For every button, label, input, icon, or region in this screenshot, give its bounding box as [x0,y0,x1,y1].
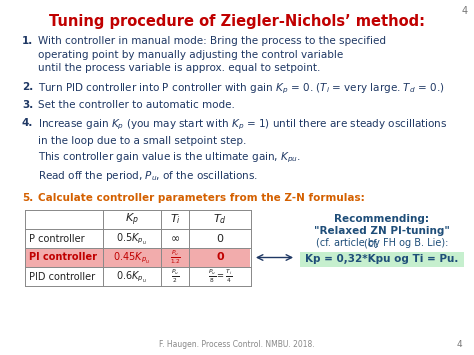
Text: PID controller: PID controller [29,272,95,282]
Text: "Relaxed ZN PI-tuning": "Relaxed ZN PI-tuning" [314,226,450,236]
Text: $K_p$: $K_p$ [125,211,139,228]
Text: (cf.: (cf. [364,238,382,248]
Text: F. Haugen. Process Control. NMBU. 2018.: F. Haugen. Process Control. NMBU. 2018. [159,340,315,349]
Text: $0.5K_{p_u}$: $0.5K_{p_u}$ [117,231,147,246]
Bar [26,248,250,267]
Text: Recommending:: Recommending: [335,214,429,224]
Text: $0.45K_{p_u}$: $0.45K_{p_u}$ [113,250,151,265]
Text: Calculate controller parameters from the Z-N formulas:: Calculate controller parameters from the… [38,193,365,203]
Text: Kp = 0,32*Kpu og Ti = Pu.: Kp = 0,32*Kpu og Ti = Pu. [305,255,459,264]
Text: Set the controller to automatic mode.: Set the controller to automatic mode. [38,100,235,110]
Text: 5.: 5. [22,193,33,203]
Text: $T_i$: $T_i$ [170,213,181,226]
Text: $T_d$: $T_d$ [213,213,227,226]
Text: Increase gain $K_p$ (you may start with $K_p$ = 1) until there are steady oscill: Increase gain $K_p$ (you may start with … [38,118,447,183]
Text: 4.: 4. [22,118,33,128]
Text: 4: 4 [456,340,462,349]
Text: (cf. article by FH og B. Lie):: (cf. article by FH og B. Lie): [316,238,448,248]
Text: 2.: 2. [22,82,33,92]
Text: 0: 0 [216,252,224,262]
Text: 0: 0 [217,234,224,244]
Text: $\frac{P_u}{2}$: $\frac{P_u}{2}$ [171,268,179,285]
Text: Turn PID controller into P controller with gain $K_p$ = 0. ($T_i$ = very large. : Turn PID controller into P controller wi… [38,82,445,97]
Text: 1.: 1. [22,36,33,46]
Bar [300,252,464,267]
Text: $\frac{P_u}{8}=\frac{T_i}{4}$: $\frac{P_u}{8}=\frac{T_i}{4}$ [208,268,232,285]
Text: $0.6K_{p_u}$: $0.6K_{p_u}$ [117,269,147,284]
Text: 3.: 3. [22,100,33,110]
Text: P controller: P controller [29,234,85,244]
Text: $\infty$: $\infty$ [170,234,180,244]
Text: With controller in manual mode: Bring the process to the specified
operating poi: With controller in manual mode: Bring th… [38,36,386,73]
Text: 4: 4 [462,6,468,16]
Text: $\frac{P_u}{1.2}$: $\frac{P_u}{1.2}$ [170,249,181,266]
Text: PI controller: PI controller [29,252,97,262]
Text: Tuning procedure of Ziegler-Nichols’ method:: Tuning procedure of Ziegler-Nichols’ met… [49,14,425,29]
